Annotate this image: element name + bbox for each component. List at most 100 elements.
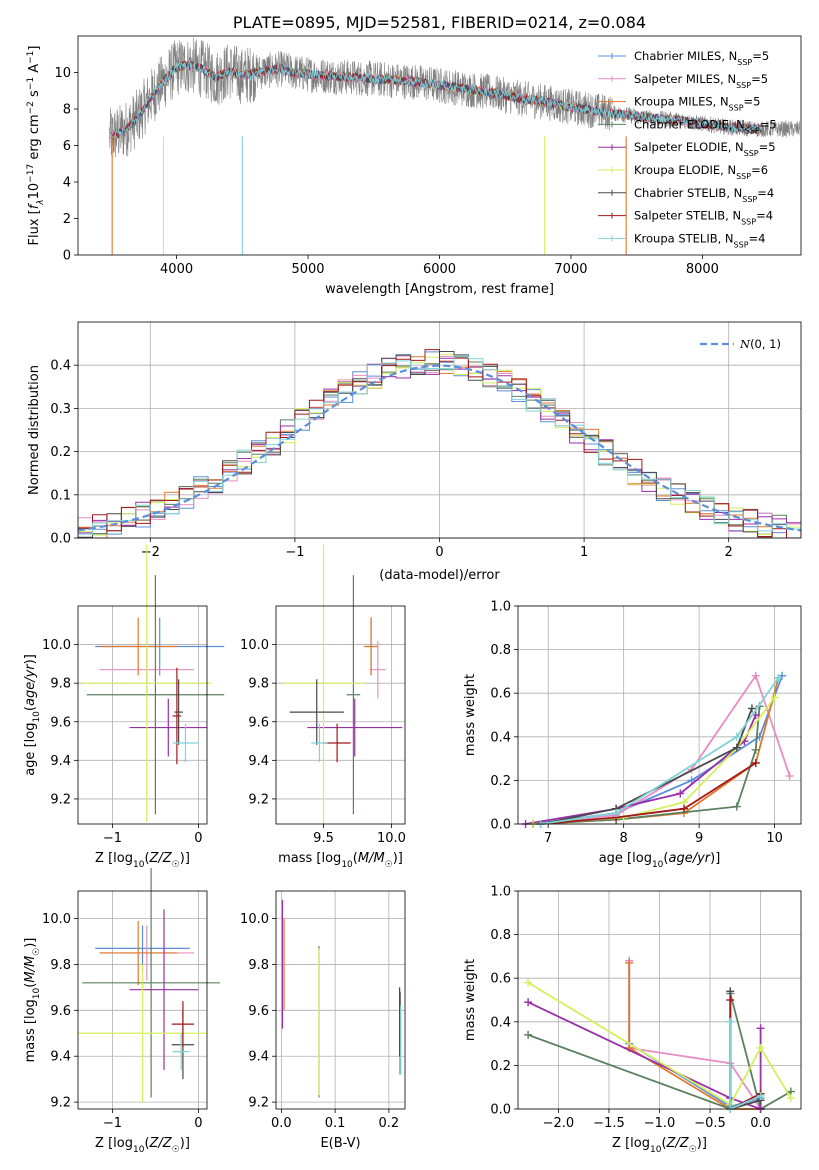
- label-part: (: [663, 851, 668, 866]
- series-line-chabrier_elodie: [533, 706, 761, 825]
- mass_vs_z-frame: [77, 890, 208, 1110]
- y-tick-label: 9.6: [50, 715, 71, 730]
- label-part: Salpeter ELODIE, N: [634, 140, 744, 154]
- label-part: =5: [760, 117, 777, 131]
- label-part: Z [log: [95, 1136, 133, 1151]
- weight_vs_age-axes: 7 8 9 10 0.0 0.2 0.4 0.6 0.8 1.0: [490, 600, 801, 846]
- label-part: (: [144, 851, 149, 866]
- label-part: 10: [650, 1145, 662, 1155]
- y-tick-label: 0.4: [50, 359, 71, 374]
- label-part: age [log: [599, 851, 652, 866]
- residual-histograms: [78, 349, 801, 538]
- y-tick-label: 10.0: [42, 638, 71, 653]
- x-tick-label: −2.0: [543, 1116, 575, 1131]
- x-tick-label: −1: [103, 1116, 122, 1131]
- label-part: SSP: [734, 240, 749, 249]
- mass_vs_ebv-xlabel: E(B-V): [320, 1136, 360, 1151]
- label-part: M/M: [358, 851, 385, 866]
- label-part: SSP: [745, 126, 760, 135]
- x-tick-label: 8: [620, 831, 628, 846]
- mass_vs_z-ylabel: mass [log10(M/M☉)]: [23, 938, 42, 1063]
- age_vs_z-errorbars: [82, 544, 225, 823]
- y-tick-label: 0: [63, 249, 71, 264]
- label-part: 10: [341, 860, 353, 870]
- label-part: E(B-V): [320, 1136, 360, 1151]
- label-part: SSP: [736, 80, 751, 89]
- label-part: )]: [180, 1136, 190, 1151]
- y-tick-label: 9.2: [50, 792, 71, 807]
- label-part: A: [27, 64, 42, 77]
- label-part: Chabrier STELIB, N: [634, 186, 742, 200]
- label-part: −1: [26, 77, 36, 90]
- series-line-kroupa_miles: [533, 677, 780, 825]
- label-part: mass [log: [23, 999, 38, 1062]
- x-tick-label: 5000: [291, 262, 324, 277]
- x-tick-label: 0.0: [271, 1116, 292, 1131]
- y-tick-label: 9.6: [248, 715, 269, 730]
- spectrum-axes: 4000 5000 6000 7000 8000 0 2 4 6 8 10: [54, 66, 719, 277]
- y-tick-label: 9.2: [248, 792, 269, 807]
- y-tick-label: 9.6: [50, 1004, 71, 1019]
- label-part: Kroupa ELODIE, N: [634, 163, 736, 177]
- series-line-salpeter_stelib: [540, 762, 757, 825]
- legend-label: Salpeter STELIB, NSSP=4: [634, 209, 773, 227]
- y-tick-label: 9.8: [50, 677, 71, 692]
- residuals-frame: [77, 321, 802, 539]
- x-tick-label: 0.1: [325, 1116, 346, 1131]
- label-part: mass weight: [463, 674, 478, 756]
- y-tick-label: 0.8: [490, 643, 511, 658]
- mass_vs_ebv-axes: 0.0 0.1 0.2 9.2 9.4 9.6 9.8 10.0: [240, 891, 405, 1131]
- label-part: =5: [759, 140, 776, 154]
- x-tick-label: 7: [544, 831, 552, 846]
- y-tick-label: 9.4: [248, 1050, 269, 1065]
- y-tick-label: 0.2: [490, 1059, 511, 1074]
- series-line-kroupa_elodie: [527, 981, 792, 1106]
- y-tick-label: 10.0: [240, 638, 269, 653]
- y-tick-label: 9.2: [248, 1096, 269, 1111]
- x-tick-label: 4000: [160, 262, 193, 277]
- label-part: (: [23, 706, 38, 711]
- label-part: Salpeter MILES, N: [634, 72, 736, 86]
- label-part: (: [353, 851, 358, 866]
- y-tick-label: 0.3: [50, 402, 71, 417]
- spectrum-curves: [109, 37, 800, 255]
- age_vs_mass-xlabel: mass [log10(M/M☉)]: [278, 851, 403, 870]
- label-part: SSP: [742, 194, 757, 203]
- mass_vs_z-xlabel: Z [log10(Z/Z☉)]: [95, 1136, 190, 1155]
- y-tick-label: 0.1: [50, 488, 71, 503]
- label-part: SSP: [736, 172, 751, 181]
- x-tick-label: 2: [725, 545, 733, 560]
- series-line-kroupa_elodie: [533, 697, 776, 825]
- x-tick-label: 8000: [686, 262, 719, 277]
- age_vs_z-axes: −1 0 9.2 9.4 9.6 9.8 10.0: [42, 606, 207, 846]
- label-part: λ: [36, 199, 46, 205]
- y-tick-label: 0.4: [490, 730, 511, 745]
- label-part: ☉: [172, 1145, 180, 1155]
- spectrum-xlabel: wavelength [Angstrom, rest frame]: [325, 282, 554, 297]
- label-part: age/yr: [668, 851, 711, 866]
- y-tick-label: 9.4: [50, 1050, 71, 1065]
- x-tick-label: 0: [435, 545, 443, 560]
- label-part: =4: [756, 209, 773, 223]
- y-tick-label: 0.6: [490, 972, 511, 987]
- x-tick-label: −2: [141, 545, 160, 560]
- x-tick-label: 10.0: [377, 831, 406, 846]
- x-tick-label: 0: [194, 831, 202, 846]
- label-part: (0, 1): [750, 337, 781, 351]
- plot-title: PLATE=0895, MJD=52581, FIBERID=0214, z=0…: [233, 13, 646, 32]
- y-tick-label: 1.0: [490, 600, 511, 615]
- y-tick-label: 9.8: [248, 677, 269, 692]
- label-part: ☉: [385, 860, 393, 870]
- series-line-salpeter_miles: [533, 673, 791, 825]
- y-tick-label: 9.6: [248, 1004, 269, 1019]
- legend-label: Kroupa STELIB, NSSP=4: [634, 231, 765, 249]
- y-tick-label: 0.0: [50, 532, 71, 547]
- label-part: =5: [752, 49, 769, 63]
- y-tick-label: 10.0: [42, 912, 71, 927]
- label-part: Z/Z: [149, 1136, 173, 1151]
- label-part: age/yr: [23, 663, 38, 706]
- label-part: (: [23, 983, 38, 988]
- y-tick-label: 9.8: [248, 958, 269, 973]
